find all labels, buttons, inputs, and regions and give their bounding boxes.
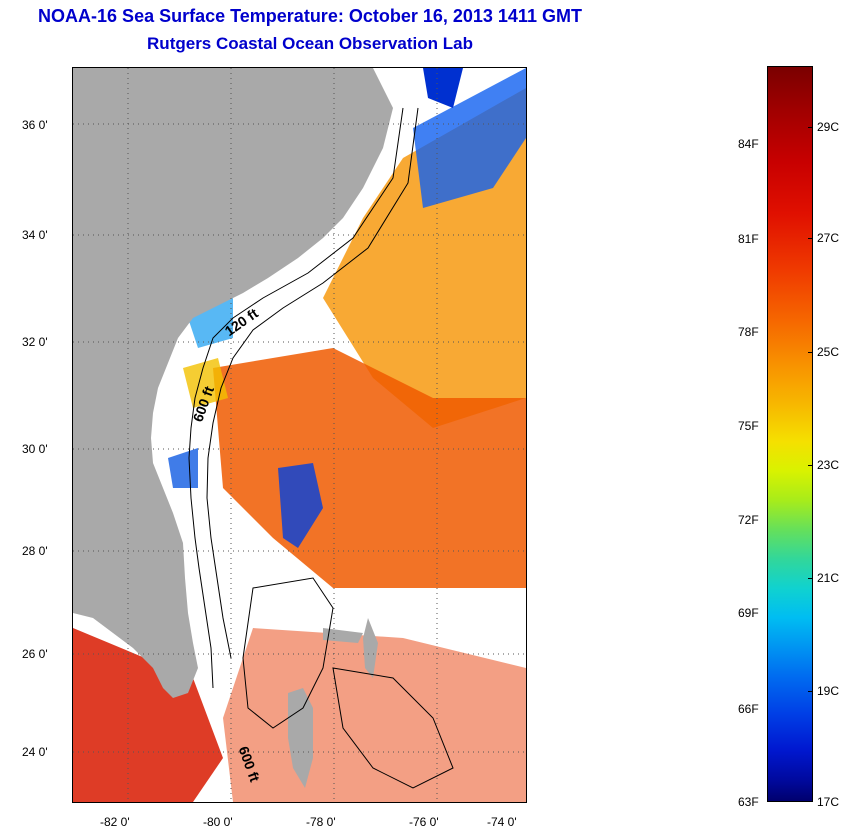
land-great-abaco [363,618,378,678]
lon-label-78: -78 0' [306,815,336,829]
colorbar-f-63: 63F [738,795,759,809]
lat-label-26: 26 0' [22,647,48,661]
cool-sst-region-gulf-stream-eddy [278,463,323,548]
graticule [73,68,526,802]
lat-label-32: 32 0' [22,335,48,349]
lon-label-76: -76 0' [409,815,439,829]
lat-label-30: 30 0' [22,442,48,456]
colorbar-f-69: 69F [738,606,759,620]
lon-label-80: -80 0' [203,815,233,829]
sst-map[interactable]: 120 ft 600 ft 600 ft [72,67,527,803]
lat-label-24: 24 0' [22,745,48,759]
colorbar-c-19: 19C [817,684,840,698]
colorbar-tick-27c [808,238,812,239]
colorbar-tick-29c [808,127,812,128]
cool-sst-region-coastal-ga [168,448,198,488]
contour-600ft [206,107,419,659]
cool-sst-region-coastal-sc [188,298,233,348]
yellow-sst-region-coastal [183,358,228,408]
land-southeast-us [73,68,393,698]
colorbar-tick-23c [808,465,812,466]
colorbar-c-29: 29C [817,120,840,134]
temperature-colorbar [767,66,813,802]
land-grand-bahama [323,628,363,643]
colorbar-c-27: 27C [817,231,840,245]
colorbar-c-25: 25C [817,345,840,359]
colorbar-f-84: 84F [738,137,759,151]
colorbar-tick-25c [808,352,812,353]
colorbar-c-17: 17C [817,795,840,809]
sst-map-canvas [73,68,526,802]
colorbar-f-78: 78F [738,325,759,339]
contour-bahamas-2 [332,667,454,789]
contour-bahamas [242,577,334,729]
colorbar-f-66: 66F [738,702,759,716]
colorbar-tick-21c [808,578,812,579]
map-subtitle: Rutgers Coastal Ocean Observation Lab [147,34,473,53]
colorbar-f-72: 72F [738,513,759,527]
lat-label-34: 34 0' [22,228,48,242]
colorbar-c-21: 21C [817,571,840,585]
lon-label-74: -74 0' [487,815,517,829]
colorbar-tick-19c [808,691,812,692]
land-andros-island [288,688,313,788]
lat-label-28: 28 0' [22,544,48,558]
warm-sst-region-south [73,628,223,802]
cool-sst-patch-cape-hatteras [423,68,463,108]
map-title: NOAA-16 Sea Surface Temperature: October… [38,6,582,26]
colorbar-c-23: 23C [817,458,840,472]
contour-120ft [188,107,404,689]
lon-label-82: -82 0' [100,815,130,829]
colorbar-f-81: 81F [738,232,759,246]
cool-sst-region-northeast [413,68,526,208]
colorbar-f-75: 75F [738,419,759,433]
lat-label-36: 36 0' [22,118,48,132]
